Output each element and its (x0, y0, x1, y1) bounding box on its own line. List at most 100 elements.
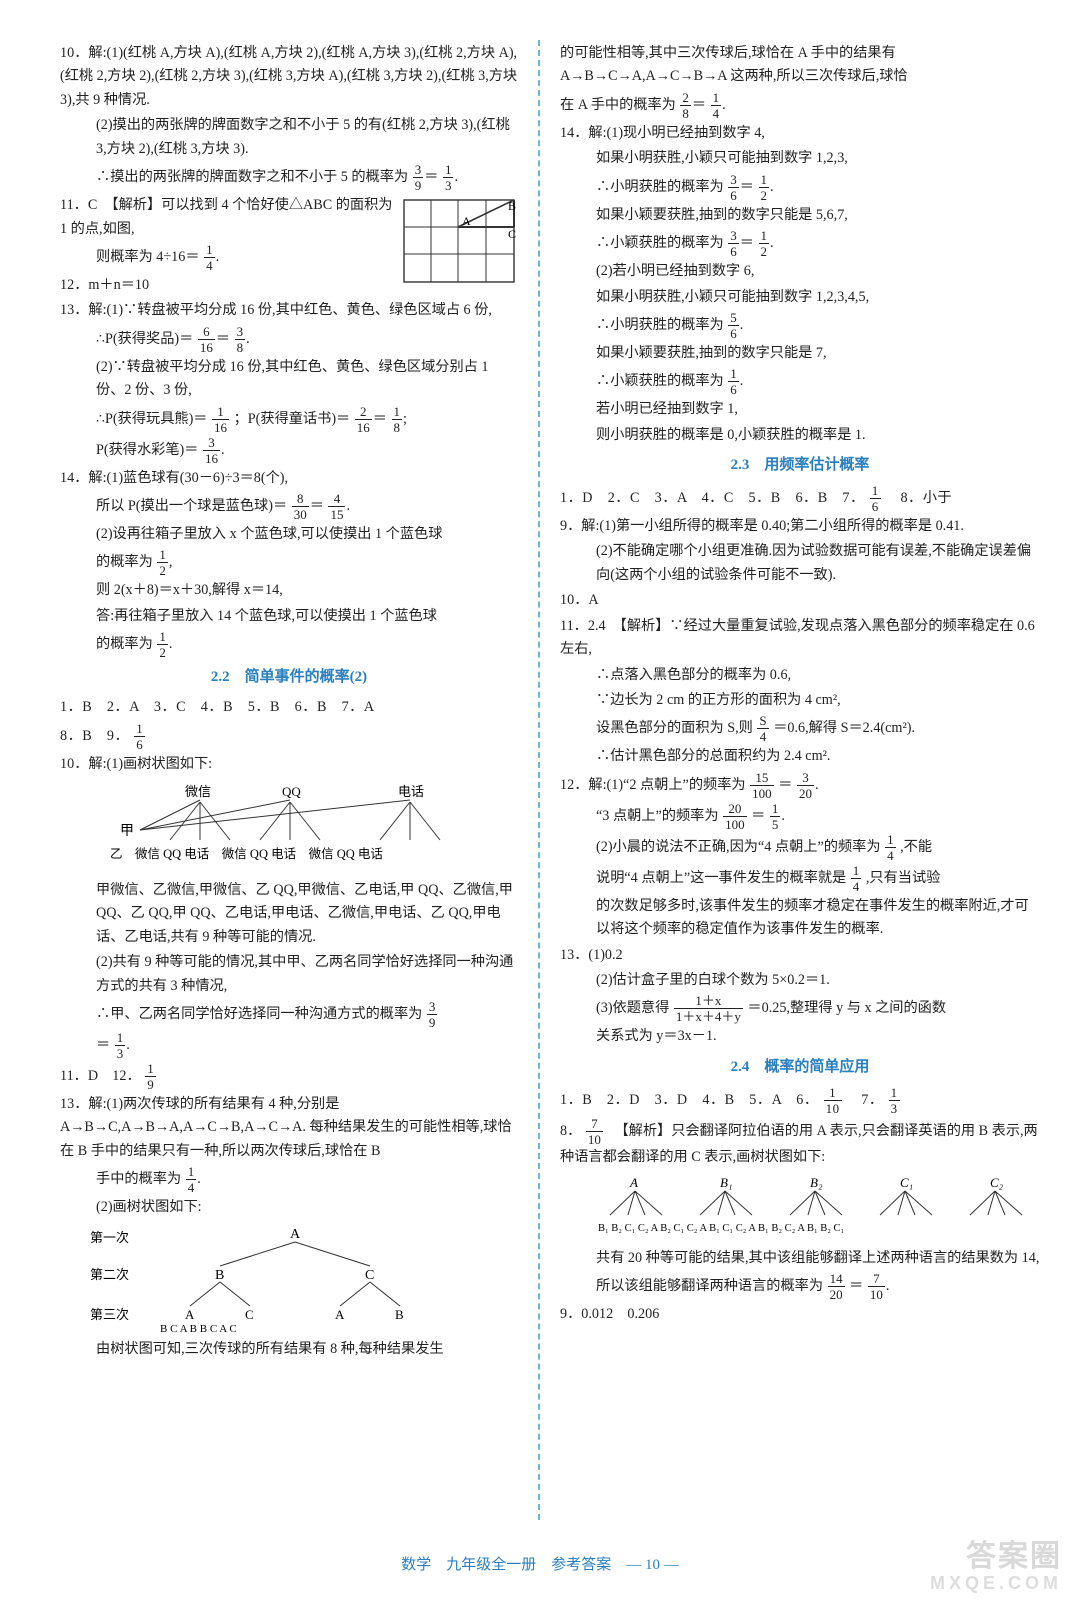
r-q14i: 如果小颖要获胜,抽到的数字只能是 7, (560, 342, 1040, 365)
q14e: 答:再往箱子里放入 14 个蓝色球,可以使摸出 1 个蓝色球 (60, 605, 518, 628)
section-2-2-title: 2.2 简单事件的概率(2) (60, 665, 518, 690)
tree-diagram-3: A B₁ B₂ C₁ C₂ B₁ B₂ C₁ C₂ A B₂ C₁ C₂ A B… (590, 1173, 1040, 1243)
text: 11．D 12． (60, 1068, 141, 1084)
r-q9a: 9．解:(1)第一小组所得的概率是 0.40;第二小组所得的概率是 0.41. (560, 515, 1040, 538)
q10-2e: ＝ 13. (60, 1031, 518, 1060)
q13-2a: 13．解:(1)两次传球的所有结果有 4 种,分别是 A→B→C,A→B→A,A… (60, 1093, 518, 1163)
watermark: 答案圈 MXQE.COM (930, 1531, 1062, 1594)
r-q14g: 如果小明获胜,小颖只可能抽到数字 1,2,3,4,5, (560, 286, 1040, 309)
q13d: ∴P(获得玩具熊)＝ 116 ；P(获得童话书)＝ 216＝ 18; (60, 405, 518, 434)
r-q13a: 13．(1)0.2 (560, 944, 1040, 967)
svg-text:电话: 电话 (398, 784, 424, 799)
svg-text:C₂: C₂ (990, 1175, 1004, 1190)
q13e: P(获得水彩笔)＝ 316. (60, 436, 518, 465)
q10-part3: ∴摸出的两张牌的牌面数字之和不小于 5 的概率为 39＝ 13. (60, 163, 518, 192)
text: ；P(获得童话书)＝ (234, 410, 351, 426)
text: 手中的概率为 (96, 1171, 181, 1187)
r-q12e: 的次数足够多时,该事件发生的频率才稳定在事件发生的概率附近,才可以将这个频率的稳… (560, 895, 1040, 942)
svg-text:乙 微信 QQ 电话 微信 QQ 电话 微信 QQ 电话: 乙 微信 QQ 电话 微信 QQ 电话 微信 QQ 电话 (110, 847, 383, 861)
answers-2-2-b: 8．B 9． 16 (60, 722, 518, 751)
q13c: (2)∵转盘被平均分成 16 份,其中红色、黄色、绿色区域分别占 1 份、2 份… (60, 356, 518, 403)
q10-2a: 10．解:(1)画树状图如下: (60, 753, 518, 776)
r-q12d: 说明“4 点朝上”这一事件发生的概率就是 14 ,只有当试验 (560, 864, 1040, 893)
r-q12b: “3 点朝上”的频率为 20100 ＝ 15. (560, 802, 1040, 831)
r-q11e: ∴估计黑色部分的总面积约为 2.4 cm². (560, 745, 1040, 768)
r-q8b: 共有 20 种等可能的结果,其中该组能够翻译上述两种语言的结果数为 14, (560, 1247, 1040, 1270)
text: ＝ (96, 1037, 110, 1053)
svg-text:C₁: C₁ (900, 1175, 913, 1190)
svg-text:A: A (185, 1307, 195, 1322)
r-q14b: 如果小明获胜,小颖只可能抽到数字 1,2,3, (560, 147, 1040, 170)
svg-text:微信: 微信 (185, 784, 211, 799)
section-2-3-title: 2.3 用频率估计概率 (560, 453, 1040, 478)
right-column: 的可能性相等,其中三次传球后,球恰在 A 手中的结果有 A→B→C→A,A→C→… (540, 40, 1040, 1520)
text: 8．B 9． (60, 727, 129, 743)
answers-2-2-a: 1．B 2．A 3．C 4．B 5．B 6．B 7．A (60, 696, 518, 719)
r-q12a: 12．解:(1)“2 点朝上”的频率为 15100 ＝ 320. (560, 771, 1040, 800)
answers-2-4: 1．B 2．D 3．D 4．B 5．A 6． 110 7． 13 (560, 1086, 1040, 1115)
r-q8a: 8． 710 【解析】只会翻译阿拉伯语的用 A 表示,只会翻译英语的用 B 表示… (560, 1117, 1040, 1169)
text: 在 A 手中的概率为 (560, 97, 676, 113)
svg-text:B: B (215, 1268, 224, 1283)
tree-diagram-1: 甲 微信 QQ 电话 乙 微信 QQ 电话 微信 QQ 电话 微信 QQ 电话 (90, 780, 518, 875)
section-2-4-title: 2.4 概率的简单应用 (560, 1055, 1040, 1080)
r-q9-2: 9．0.012 0.206 (560, 1303, 1040, 1326)
svg-text:C: C (365, 1268, 374, 1283)
fraction: 13 (443, 163, 454, 192)
r-q14a: 14．解:(1)现小明已经抽到数字 4, (560, 122, 1040, 145)
r-q13c: (3)依题意得 1＋x1＋x＋4＋y ＝0.25,整理得 y 与 x 之间的函数 (560, 994, 1040, 1023)
r-q12c: (2)小晨的说法不正确,因为“4 点朝上”的频率为 14 ,不能 (560, 833, 1040, 862)
q10-part1: 10．解:(1)(红桃 A,方块 A),(红桃 A,方块 2),(红桃 A,方块… (60, 42, 518, 112)
r-q10: 10．A (560, 589, 1040, 612)
svg-text:B: B (395, 1307, 404, 1322)
r-q14d: 如果小颖要获胜,抽到的数字只能是 5,6,7, (560, 204, 1040, 227)
q13-2a2: 手中的概率为 14. (60, 1165, 518, 1194)
q13-2c: 由树状图可知,三次传球的所有结果有 8 种,每种结果发生 (60, 1338, 518, 1361)
svg-text:B₁: B₁ (720, 1175, 732, 1190)
text: 的概率为 (96, 636, 153, 652)
svg-text:第二次: 第二次 (90, 1267, 129, 1282)
text: P(获得水彩笔)＝ (96, 441, 198, 457)
svg-text:甲: 甲 (120, 824, 134, 839)
r-q14k: 若小明已经抽到数字 1, (560, 398, 1040, 421)
cont1: 的可能性相等,其中三次传球后,球恰在 A 手中的结果有 A→B→C→A,A→C→… (560, 42, 1040, 89)
q14c: (2)设再往箱子里放入 x 个蓝色球,可以使摸出 1 个蓝色球 (60, 523, 518, 546)
r-q13b: (2)估计盒子里的白球个数为 5×0.2＝1. (560, 969, 1040, 992)
text: 则概率为 4÷16＝ (96, 249, 200, 265)
q11-block: B A C 11．C 【解析】可以找到 4 个恰好使△ABC 的面积为 1 的点… (60, 194, 518, 272)
page-footer: 数学 九年级全一册 参考答案 — 10 — (0, 1553, 1080, 1574)
svg-text:A: A (335, 1307, 345, 1322)
q14a: 14．解:(1)蓝色球有(30－6)÷3＝8(个), (60, 467, 518, 490)
svg-text:A: A (629, 1175, 638, 1190)
r-q13d: 关系式为 y＝3x－1. (560, 1025, 1040, 1048)
r-q11b: ∴点落入黑色部分的概率为 0.6, (560, 664, 1040, 687)
r-q14h: ∴小明获胜的概率为 56. (560, 311, 1040, 340)
label-a: A (462, 214, 471, 228)
page: 10．解:(1)(红桃 A,方块 A),(红桃 A,方块 2),(红桃 A,方块… (0, 0, 1080, 1600)
watermark-line1: 答案圈 (930, 1531, 1062, 1575)
q14b: 所以 P(摸出一个球是蓝色球)＝ 830＝ 415. (60, 492, 518, 521)
two-column-layout: 10．解:(1)(红桃 A,方块 A),(红桃 A,方块 2),(红桃 A,方块… (60, 40, 1040, 1520)
q14d: 则 2(x＋8)＝x＋30,解得 x＝14, (60, 579, 518, 602)
r-q11d: 设黑色部分的面积为 S,则 S4 ＝0.6,解得 S＝2.4(cm²). (560, 714, 1040, 743)
text: ∴摸出的两张牌的牌面数字之和不小于 5 的概率为 (96, 169, 408, 185)
text: ∴P(获得玩具熊)＝ (96, 410, 208, 426)
answers-2-3: 1．D 2．C 3．A 4．C 5．B 6．B 7． 16 8．小于 (560, 484, 1040, 513)
r-q14j: ∴小颖获胜的概率为 16. (560, 367, 1040, 396)
watermark-line2: MXQE.COM (930, 1573, 1062, 1594)
r-q11c: ∵边长为 2 cm 的正方形的面积为 4 cm², (560, 689, 1040, 712)
text: ∴P(获得奖品)＝ (96, 331, 193, 347)
q11-12: 11．D 12． 19 (60, 1062, 518, 1091)
svg-text:第一次: 第一次 (90, 1230, 129, 1245)
svg-text:B C A B B C A C: B C A B B C A C (160, 1323, 237, 1334)
svg-text:QQ: QQ (282, 784, 301, 799)
r-q8c: 所以该组能够翻译两种语言的概率为 1420 ＝ 710. (560, 1272, 1040, 1301)
svg-text:A: A (290, 1227, 301, 1242)
text: 的概率为 (96, 554, 153, 570)
r-q14e: ∴小颖获胜的概率为 36＝ 12. (560, 229, 1040, 258)
left-column: 10．解:(1)(红桃 A,方块 A),(红桃 A,方块 2),(红桃 A,方块… (60, 40, 538, 1520)
q14f: 的概率为 12. (60, 630, 518, 659)
r-q14c: ∴小明获胜的概率为 36＝ 12. (560, 173, 1040, 202)
r-q14f: (2)若小明已经抽到数字 6, (560, 260, 1040, 283)
svg-text:C: C (245, 1307, 254, 1322)
